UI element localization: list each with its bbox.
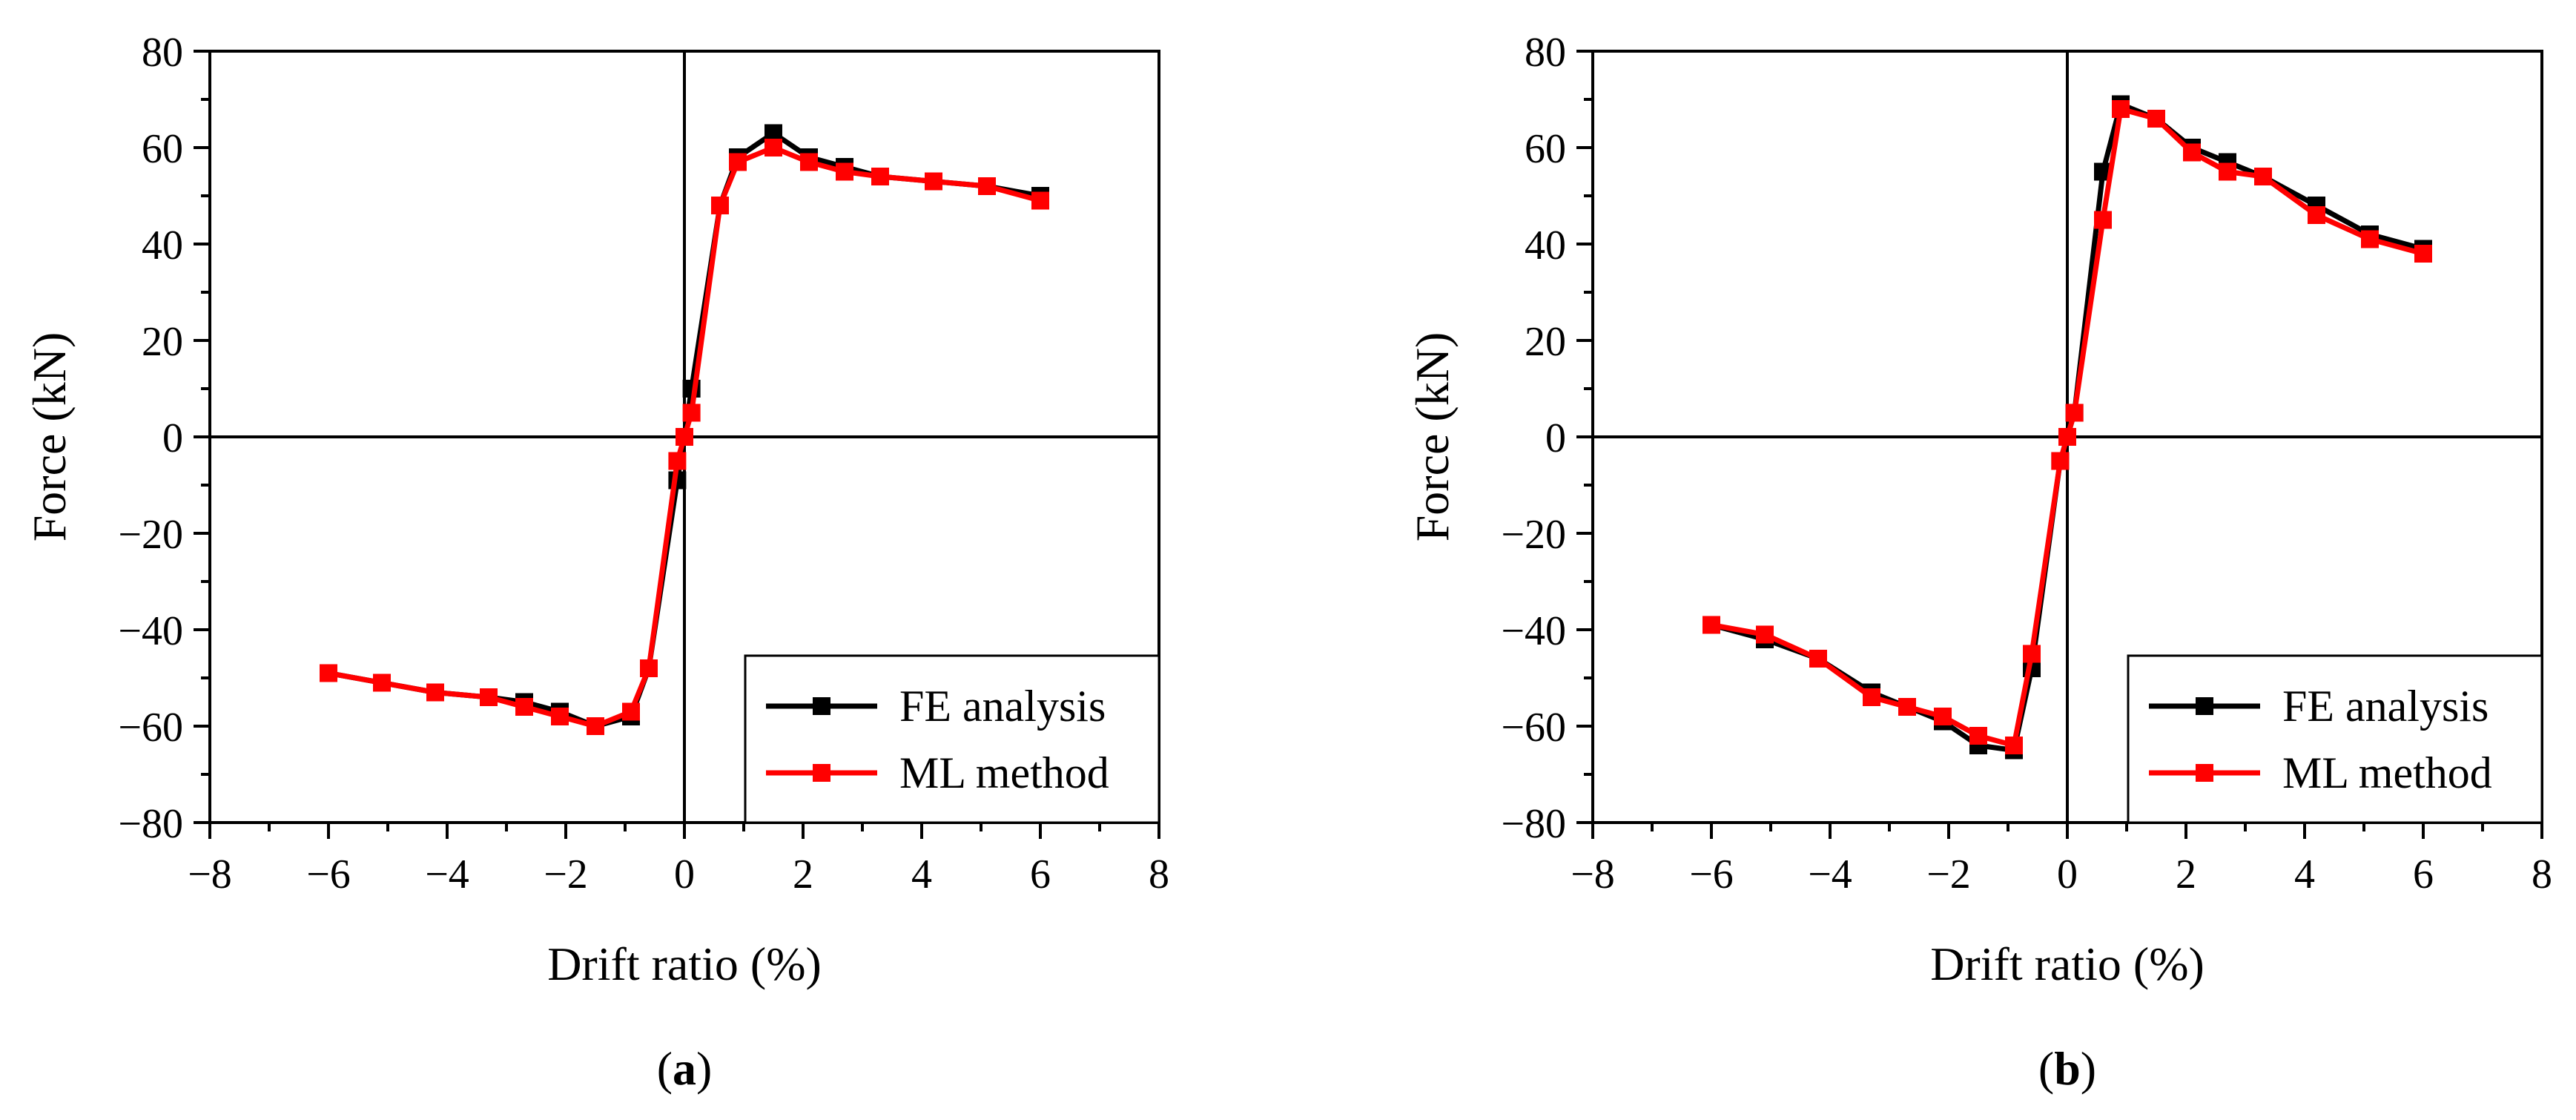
x-tick-label: 4 [2294,851,2315,897]
y-tick-label: −80 [1501,801,1566,847]
chart-panel-a: −8 −6 −4 −2 0 2 4 6 8−80−60−40−20020406080Drift … [23,30,1169,1095]
data-point [2051,452,2070,470]
x-tick-label: 2 [2176,851,2196,897]
legend-swatch-marker [2196,764,2213,782]
data-point [682,403,701,422]
data-point [587,717,604,735]
legend-swatch-marker [813,697,830,715]
y-tick-label: −60 [1501,705,1566,751]
y-axis-label: Force (kN) [1406,332,1459,542]
legend-label: FE analysis [899,682,1106,731]
x-tick-label: 6 [2413,851,2434,897]
data-point [426,683,444,702]
legend-swatch-marker [813,764,830,782]
data-point [2183,143,2201,162]
x-tick-label: 0 [2057,851,2078,897]
y-tick-label: −60 [118,705,183,751]
y-tick-label: 20 [142,319,183,365]
data-point [1898,698,1916,716]
legend-box [2127,654,2543,824]
data-point [2147,110,2165,128]
panel-caption: (a) [657,1042,713,1095]
data-point [2112,100,2130,118]
data-point [2094,211,2112,229]
x-tick-label: −4 [1808,851,1852,897]
data-point [2065,403,2084,422]
data-point [1969,727,1987,745]
legend-label: ML method [2282,748,2492,797]
x-tick-label: 8 [1149,851,1169,897]
x-tick-label: 0 [674,851,695,897]
data-point [668,452,687,470]
y-tick-label: 0 [162,415,183,461]
data-point [2219,162,2236,181]
x-tick-label: −2 [544,851,588,897]
data-point [729,153,747,171]
data-point [551,708,569,725]
data-point [800,153,818,171]
data-point [515,698,533,716]
data-point [2023,645,2041,663]
data-point [1863,688,1880,706]
data-point [373,673,391,692]
y-tick-label: 20 [1525,319,1566,365]
data-point [1031,191,1049,210]
x-tick-label: 2 [793,851,813,897]
data-point [1809,650,1827,668]
data-point [2414,245,2432,263]
x-axis-label: Drift ratio (%) [547,938,822,990]
data-point [1703,616,1720,634]
x-tick-label: 8 [2532,851,2552,897]
y-tick-label: −80 [118,801,183,847]
data-point [764,139,782,157]
y-tick-label: 40 [142,223,183,269]
y-tick-label: −40 [1501,608,1566,654]
y-tick-label: 60 [142,126,183,172]
y-tick-label: 80 [142,30,183,76]
data-point [978,177,996,195]
y-tick-label: 0 [1545,415,1566,461]
chart-panel-b: −8 −6 −4 −2 0 2 4 6 8−80−60−40−20020406080Drift … [1406,30,2552,1095]
data-point [1934,708,1952,725]
y-axis-label: Force (kN) [23,332,76,542]
y-tick-label: −40 [118,608,183,654]
x-tick-label: −6 [1689,851,1734,897]
legend-label: ML method [899,748,1109,797]
x-tick-label: −2 [1926,851,1971,897]
legend-swatch-marker [2196,697,2213,715]
data-point [836,162,853,181]
data-point [1756,625,1774,644]
y-tick-label: 40 [1525,223,1566,269]
data-point [2361,230,2379,248]
data-point [2308,206,2325,224]
y-tick-label: 60 [1525,126,1566,172]
data-point [711,197,729,214]
x-tick-label: 6 [1030,851,1051,897]
data-point [480,688,498,706]
y-tick-label: −20 [118,512,183,558]
data-point [925,172,942,191]
data-point [320,664,337,682]
x-tick-label: 4 [911,851,932,897]
y-tick-label: 80 [1525,30,1566,76]
data-point [2005,737,2023,754]
data-point [2254,168,2272,185]
legend-label: FE analysis [2282,682,2489,731]
data-point [640,659,658,677]
data-point [622,702,640,721]
data-point [871,168,889,185]
x-tick-label: −4 [425,851,469,897]
x-tick-label: −8 [188,851,232,897]
data-point [2058,428,2076,446]
legend-box [744,654,1160,824]
x-tick-label: −8 [1571,851,1615,897]
x-tick-label: −6 [306,851,351,897]
panel-caption: (b) [2038,1042,2096,1095]
x-axis-label: Drift ratio (%) [1930,938,2205,990]
data-point [676,428,693,446]
y-tick-label: −20 [1501,512,1566,558]
